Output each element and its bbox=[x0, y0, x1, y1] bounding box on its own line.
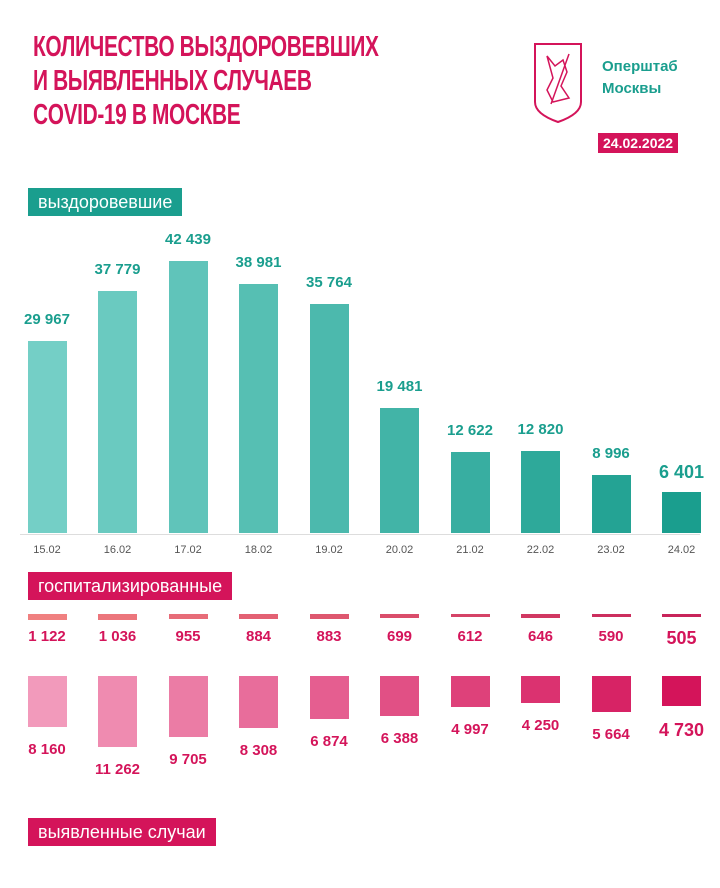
recovered-value-label: 29 967 bbox=[24, 311, 70, 329]
cases-value-label: 4 250 bbox=[521, 716, 560, 734]
hospitalized-value-label: 699 bbox=[386, 628, 413, 645]
brand-name: Оперштаб Москвы bbox=[602, 58, 678, 97]
recovered-value-label: 6 401 bbox=[658, 462, 705, 483]
date-tick-label: 21.02 bbox=[456, 544, 484, 556]
date-badge: 24.02.2022 bbox=[598, 133, 679, 153]
cases-value-label: 11 262 bbox=[94, 760, 141, 778]
recovered-value-label: 35 764 bbox=[306, 274, 352, 292]
hospitalized-bar bbox=[239, 614, 278, 619]
cases-value-label: 6 388 bbox=[380, 730, 419, 748]
hospitalized-value-label: 612 bbox=[457, 628, 483, 645]
cases-bar bbox=[450, 676, 490, 708]
recovered-bar bbox=[98, 291, 137, 533]
recovered-value-label: 19 481 bbox=[376, 378, 423, 396]
hospitalized-bar bbox=[380, 614, 419, 618]
recovered-value-label: 12 820 bbox=[517, 420, 564, 438]
cases-bar bbox=[309, 676, 349, 720]
date-tick-label: 17.02 bbox=[174, 544, 202, 556]
recovered-bar bbox=[450, 452, 490, 533]
section-label-recovered: выздоровевшие bbox=[28, 188, 183, 216]
cases-bar bbox=[168, 676, 208, 738]
recovered-bar bbox=[662, 492, 701, 533]
page-title: КОЛИЧЕСТВО ВЫЗДОРОВЕВШИХ И ВЫЯВЛЕННЫХ СЛ… bbox=[33, 31, 379, 131]
x-axis-line bbox=[20, 534, 700, 535]
hospitalized-bar bbox=[98, 614, 137, 620]
date-tick-label: 23.02 bbox=[597, 544, 625, 556]
cases-value-label: 8 308 bbox=[239, 742, 278, 760]
cases-bar bbox=[98, 676, 137, 747]
hospitalized-value-label: 884 bbox=[245, 628, 272, 645]
hospitalized-bar bbox=[521, 614, 560, 618]
cases-value-label: 9 705 bbox=[169, 751, 207, 769]
recovered-bar bbox=[239, 283, 278, 533]
hospitalized-bar bbox=[591, 614, 631, 618]
hospitalized-value-label: 1 122 bbox=[28, 628, 66, 645]
cases-bar bbox=[380, 676, 419, 717]
date-tick-label: 24.02 bbox=[667, 544, 696, 556]
recovered-bar bbox=[309, 304, 349, 533]
date-tick-label: 16.02 bbox=[103, 544, 132, 556]
recovered-value-label: 8 996 bbox=[592, 445, 630, 463]
hospitalized-value-label: 883 bbox=[316, 628, 342, 645]
recovered-value-label: 38 981 bbox=[235, 253, 282, 271]
cases-value-label: 8 160 bbox=[28, 741, 66, 759]
recovered-bar bbox=[521, 450, 560, 533]
recovered-value-label: 12 622 bbox=[447, 422, 493, 440]
cases-value-label: 4 997 bbox=[451, 721, 489, 739]
moscow-coat-of-arms-icon bbox=[534, 43, 582, 124]
hospitalized-bar bbox=[662, 614, 701, 617]
hospitalized-value-label: 1 036 bbox=[98, 628, 137, 645]
date-tick-label: 19.02 bbox=[315, 544, 343, 556]
hospitalized-bar bbox=[168, 614, 208, 620]
hospitalized-bar bbox=[27, 614, 67, 621]
hospitalized-bar bbox=[309, 614, 349, 619]
hospitalized-value-label: 955 bbox=[175, 628, 201, 645]
hospitalized-value-label: 646 bbox=[527, 628, 554, 645]
date-tick-label: 20.02 bbox=[385, 544, 414, 556]
date-tick-label: 15.02 bbox=[33, 544, 61, 556]
cases-value-label: 5 664 bbox=[592, 725, 630, 743]
recovered-bar bbox=[27, 341, 67, 533]
cases-bar bbox=[27, 676, 67, 728]
recovered-bar bbox=[591, 475, 631, 533]
recovered-value-label: 37 779 bbox=[94, 261, 141, 279]
hospitalized-value-label: 590 bbox=[598, 628, 624, 645]
recovered-value-label: 42 439 bbox=[165, 231, 211, 249]
hospitalized-bar bbox=[450, 614, 490, 618]
date-tick-label: 18.02 bbox=[244, 544, 273, 556]
cases-bar bbox=[521, 676, 560, 703]
date-tick-label: 22.02 bbox=[526, 544, 555, 556]
section-label-hospitalized: госпитализированные bbox=[28, 572, 233, 600]
recovered-bar bbox=[168, 261, 208, 533]
hospitalized-value-label: 505 bbox=[666, 628, 697, 648]
cases-value-label: 6 874 bbox=[310, 733, 348, 751]
cases-bar bbox=[662, 676, 701, 706]
cases-bar bbox=[239, 676, 278, 729]
cases-bar bbox=[591, 676, 631, 712]
recovered-bar bbox=[380, 408, 419, 533]
cases-value-label: 4 730 bbox=[658, 719, 705, 740]
section-label-cases: выявленные случаи bbox=[28, 818, 216, 846]
